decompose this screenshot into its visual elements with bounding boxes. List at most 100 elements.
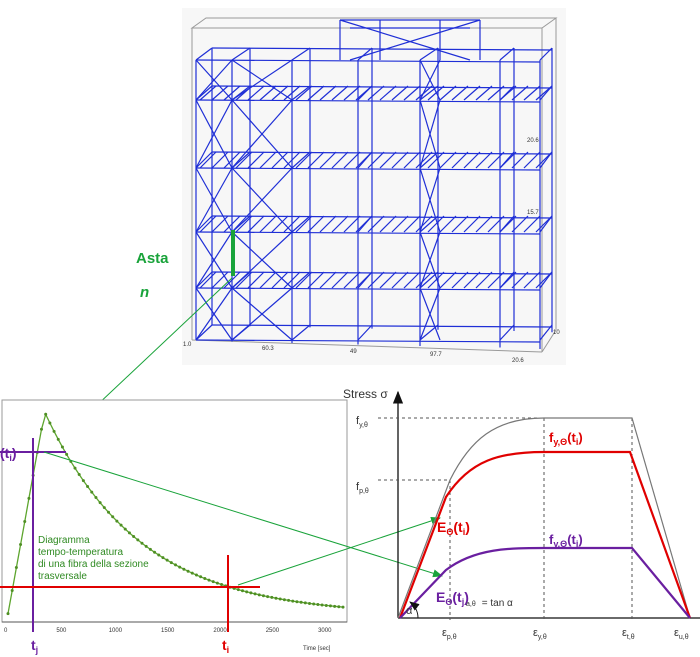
ti-to-Eti-arrow xyxy=(237,517,441,586)
frame-member xyxy=(419,47,439,61)
frame-member xyxy=(259,271,277,289)
frame-member xyxy=(339,19,471,61)
curve-point xyxy=(127,531,131,535)
curve-point xyxy=(107,510,110,514)
curve-point xyxy=(6,612,10,616)
frame-member xyxy=(259,85,277,101)
fp-theta-label: fp,θ xyxy=(356,481,369,495)
curve-point xyxy=(199,575,203,579)
time-axis-tick: 2000 xyxy=(213,628,227,634)
frame-member xyxy=(451,271,469,289)
time-temperature-diagram: 0 500 1000 1500 2000 2500 3000 Time [sec] Diag… xyxy=(0,399,348,655)
frame-member xyxy=(195,151,213,169)
frame-member xyxy=(331,85,349,101)
frame-member xyxy=(271,85,289,101)
frame-tick: 20.6 xyxy=(512,358,524,364)
curve-point xyxy=(10,589,14,593)
curve-point xyxy=(111,515,115,519)
curve-point xyxy=(148,547,152,551)
frame-member xyxy=(535,215,553,233)
curve-point xyxy=(207,578,211,582)
frame-member xyxy=(199,85,217,101)
frame-member xyxy=(195,99,541,103)
curve-point xyxy=(144,544,148,548)
curve-point xyxy=(190,571,194,575)
frame-member xyxy=(487,215,505,233)
E-tj-label: EΘ(tj) xyxy=(436,589,469,607)
curve-point xyxy=(27,496,31,500)
frame-member xyxy=(499,151,517,169)
frame-member xyxy=(511,215,529,233)
frame-member xyxy=(475,85,493,101)
frame-member xyxy=(319,151,337,169)
curve-point xyxy=(220,583,224,587)
frame-tick: 60.3 xyxy=(262,346,274,352)
frame-member xyxy=(355,85,373,101)
frame-member xyxy=(349,19,481,61)
frame-member xyxy=(231,287,293,341)
curve-point xyxy=(65,452,69,456)
frame-member xyxy=(195,287,233,341)
curve-point xyxy=(136,538,140,542)
curve-point xyxy=(236,588,240,592)
curve-point xyxy=(295,600,299,604)
frame-member xyxy=(535,151,553,169)
frame-member xyxy=(403,151,421,169)
frame-member xyxy=(211,151,553,155)
frame-member xyxy=(331,215,349,233)
frame-member xyxy=(271,271,289,289)
frame-member xyxy=(511,271,529,289)
stress-strain-diagram: Stress σ α fy,θ fp,θ fy,Θ(ti) fy,Θ(tj) E… xyxy=(343,387,700,641)
curve-point xyxy=(48,421,52,425)
frame-member xyxy=(419,167,441,233)
frame-member xyxy=(487,271,505,289)
frame-member xyxy=(357,324,373,341)
curve-point xyxy=(312,602,316,606)
frame-member xyxy=(463,271,481,289)
frame-member xyxy=(195,324,213,341)
frame-member xyxy=(379,215,397,233)
frame-member xyxy=(195,231,541,235)
curve-point xyxy=(73,466,77,470)
frame-member xyxy=(291,151,311,169)
curve-point xyxy=(320,603,324,607)
curve-point xyxy=(90,490,94,494)
frame-member xyxy=(367,215,385,233)
curve-point xyxy=(86,485,90,489)
curve-point xyxy=(165,558,169,562)
frame-member xyxy=(367,151,385,169)
frame-member xyxy=(291,271,311,289)
frame-member xyxy=(487,151,505,169)
frame-member xyxy=(427,151,445,169)
curve-point xyxy=(249,591,253,595)
frame-member xyxy=(195,167,233,233)
frame-member xyxy=(195,231,233,289)
curve-point xyxy=(44,412,48,416)
alpha-symbol: α xyxy=(406,605,413,617)
frame-member xyxy=(511,151,529,169)
frame-tick: 1.0 xyxy=(183,342,192,348)
curve-point xyxy=(174,563,177,567)
frame-member xyxy=(223,215,241,233)
frame-member xyxy=(307,85,325,101)
member-n-label: n xyxy=(140,284,149,301)
time-axis-tick: 500 xyxy=(56,628,67,634)
frame-member xyxy=(523,151,541,169)
curve-point xyxy=(341,605,345,609)
frame-member xyxy=(195,271,213,289)
curve-point xyxy=(308,601,311,605)
frame-member xyxy=(291,47,311,61)
frame-member xyxy=(211,47,553,51)
frame-member xyxy=(283,85,301,101)
frame-member xyxy=(539,324,553,341)
frame-member xyxy=(511,85,529,101)
curve-point xyxy=(287,598,291,602)
curve-point xyxy=(182,567,186,571)
frame-member xyxy=(195,99,233,169)
fy-tj-label: fy,Θ(tj) xyxy=(549,532,583,549)
frame-member xyxy=(195,339,541,343)
frame-member xyxy=(463,85,481,101)
frame-member xyxy=(499,85,517,101)
curve-point xyxy=(81,479,85,483)
curve-point xyxy=(178,565,182,569)
